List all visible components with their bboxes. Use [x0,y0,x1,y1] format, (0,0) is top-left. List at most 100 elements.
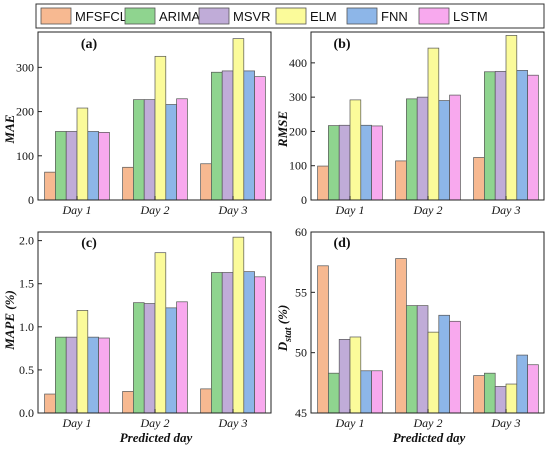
bar-arima-day-1 [328,372,340,414]
bar-arima-day-1 [328,125,340,201]
x-tick-label: Day 1 [62,203,92,217]
bar-elm-day-2 [154,55,167,201]
y-tick-label: 0.0 [19,406,34,420]
panel-tag: (b) [333,37,350,52]
y-axis-title-suffix: (%) [275,305,290,328]
y-axis-title: MAE [2,114,17,144]
bar-arima-day-2 [133,302,145,414]
panel-tag: (d) [333,236,350,251]
legend-label: MFSFCL [75,9,127,24]
legend-label: LSTM [453,9,488,24]
bar-lstm-day-1 [98,132,110,201]
bar-elm-day-1 [76,310,89,414]
bar-msvr-day-1 [338,339,351,414]
legend-swatch [124,7,156,25]
x-tick-label: Day 1 [335,203,365,217]
y-tick-label: 200 [289,124,307,138]
legend-swatch [40,7,72,25]
legend-label: ARIMA [159,9,201,24]
bar-elm-day-3 [232,236,245,414]
y-tick-label: 2.0 [19,234,34,248]
bar-arima-day-1 [55,336,67,414]
bar-lstm-day-3 [527,74,539,201]
bar-lstm-day-2 [176,98,188,201]
y-tick-label: 400 [289,56,307,70]
bar-mfsfcl-day-1 [44,393,56,414]
bar-elm-day-3 [505,383,518,414]
x-tick-label: Day 3 [218,203,248,217]
bar-elm-day-1 [349,336,362,414]
panel-mape: (c) MAPE (%) Predicted day 0.0 0.5 1.0 1.5 2… [2,231,272,445]
bar-elm-day-2 [154,252,167,414]
bar-arima-day-3 [484,71,496,201]
bar-lstm-day-1 [98,337,110,414]
y-tick-label: 100 [289,159,307,173]
y-tick-label: 0 [28,193,34,207]
bars [44,38,266,201]
y-tick-label: 60 [295,225,307,239]
bar-mfsfcl-day-3 [473,157,485,201]
bar-elm-day-2 [427,47,440,201]
panel-rmse: (b) RMSE 0 100 200 300 400 Day 1 Day 2 Day 3 [275,31,545,217]
bars [44,236,266,414]
y-tick-label: 100 [16,149,34,163]
bar-fnn-day-2 [438,100,450,201]
bar-lstm-day-1 [371,370,383,414]
bar-msvr-day-3 [494,386,507,414]
panel-tag: (a) [81,37,98,52]
bar-elm-day-2 [427,331,440,414]
bar-msvr-day-3 [494,71,507,201]
bar-arima-day-1 [55,131,67,201]
bar-arima-day-3 [211,71,223,201]
bar-fnn-day-3 [243,70,255,201]
bars [317,35,539,201]
legend-swatch [275,7,307,25]
bar-mfsfcl-day-3 [200,163,212,201]
bar-mfsfcl-day-1 [44,171,56,201]
x-tick-label: Day 3 [491,416,521,430]
legend-label: ELM [310,9,337,24]
panel-mae: (a) MAE 0 100 200 300 Day 1 Day 2 Day 3 [2,31,272,217]
y-tick-label: 300 [289,90,307,104]
bar-mfsfcl-day-1 [317,265,329,414]
x-tick-label: Day 1 [335,416,365,430]
bar-lstm-day-1 [371,125,383,201]
y-tick-label: 55 [295,285,307,299]
bar-elm-day-3 [232,38,245,201]
y-tick-label: 50 [295,346,307,360]
bar-lstm-day-2 [449,320,461,414]
bar-arima-day-2 [406,98,418,201]
bar-fnn-day-2 [165,104,177,201]
bars [317,258,539,414]
x-tick-label: Day 2 [413,416,443,430]
bar-mfsfcl-day-3 [200,388,212,414]
bar-msvr-day-1 [338,124,351,201]
bar-msvr-day-2 [416,305,429,414]
bar-fnn-day-3 [243,271,255,414]
bar-arima-day-3 [211,272,223,414]
bar-elm-day-3 [505,35,518,201]
legend-swatch [346,7,378,25]
bar-msvr-day-2 [416,96,429,201]
y-axis-title: RMSE [275,111,290,148]
y-axis-title: MAPE (%) [2,290,17,351]
y-tick-label: 1.0 [19,320,34,334]
bar-lstm-day-3 [527,364,539,414]
bar-msvr-day-1 [65,336,78,414]
y-tick-label: 0 [301,193,307,207]
bar-lstm-day-2 [449,94,461,201]
bar-mfsfcl-day-2 [122,391,134,414]
bar-elm-day-1 [76,107,89,201]
bar-fnn-day-2 [165,307,177,414]
x-axis-title: Predicted day [120,430,193,445]
bar-msvr-day-3 [221,70,234,201]
bar-msvr-day-1 [65,131,78,201]
y-tick-label: 45 [295,406,307,420]
legend-swatch [198,7,230,25]
bar-lstm-day-3 [254,276,266,414]
bar-elm-day-1 [349,99,362,201]
bar-fnn-day-1 [360,124,372,201]
bar-msvr-day-2 [143,303,156,414]
bar-fnn-day-2 [438,314,450,414]
bar-fnn-day-3 [516,70,528,201]
